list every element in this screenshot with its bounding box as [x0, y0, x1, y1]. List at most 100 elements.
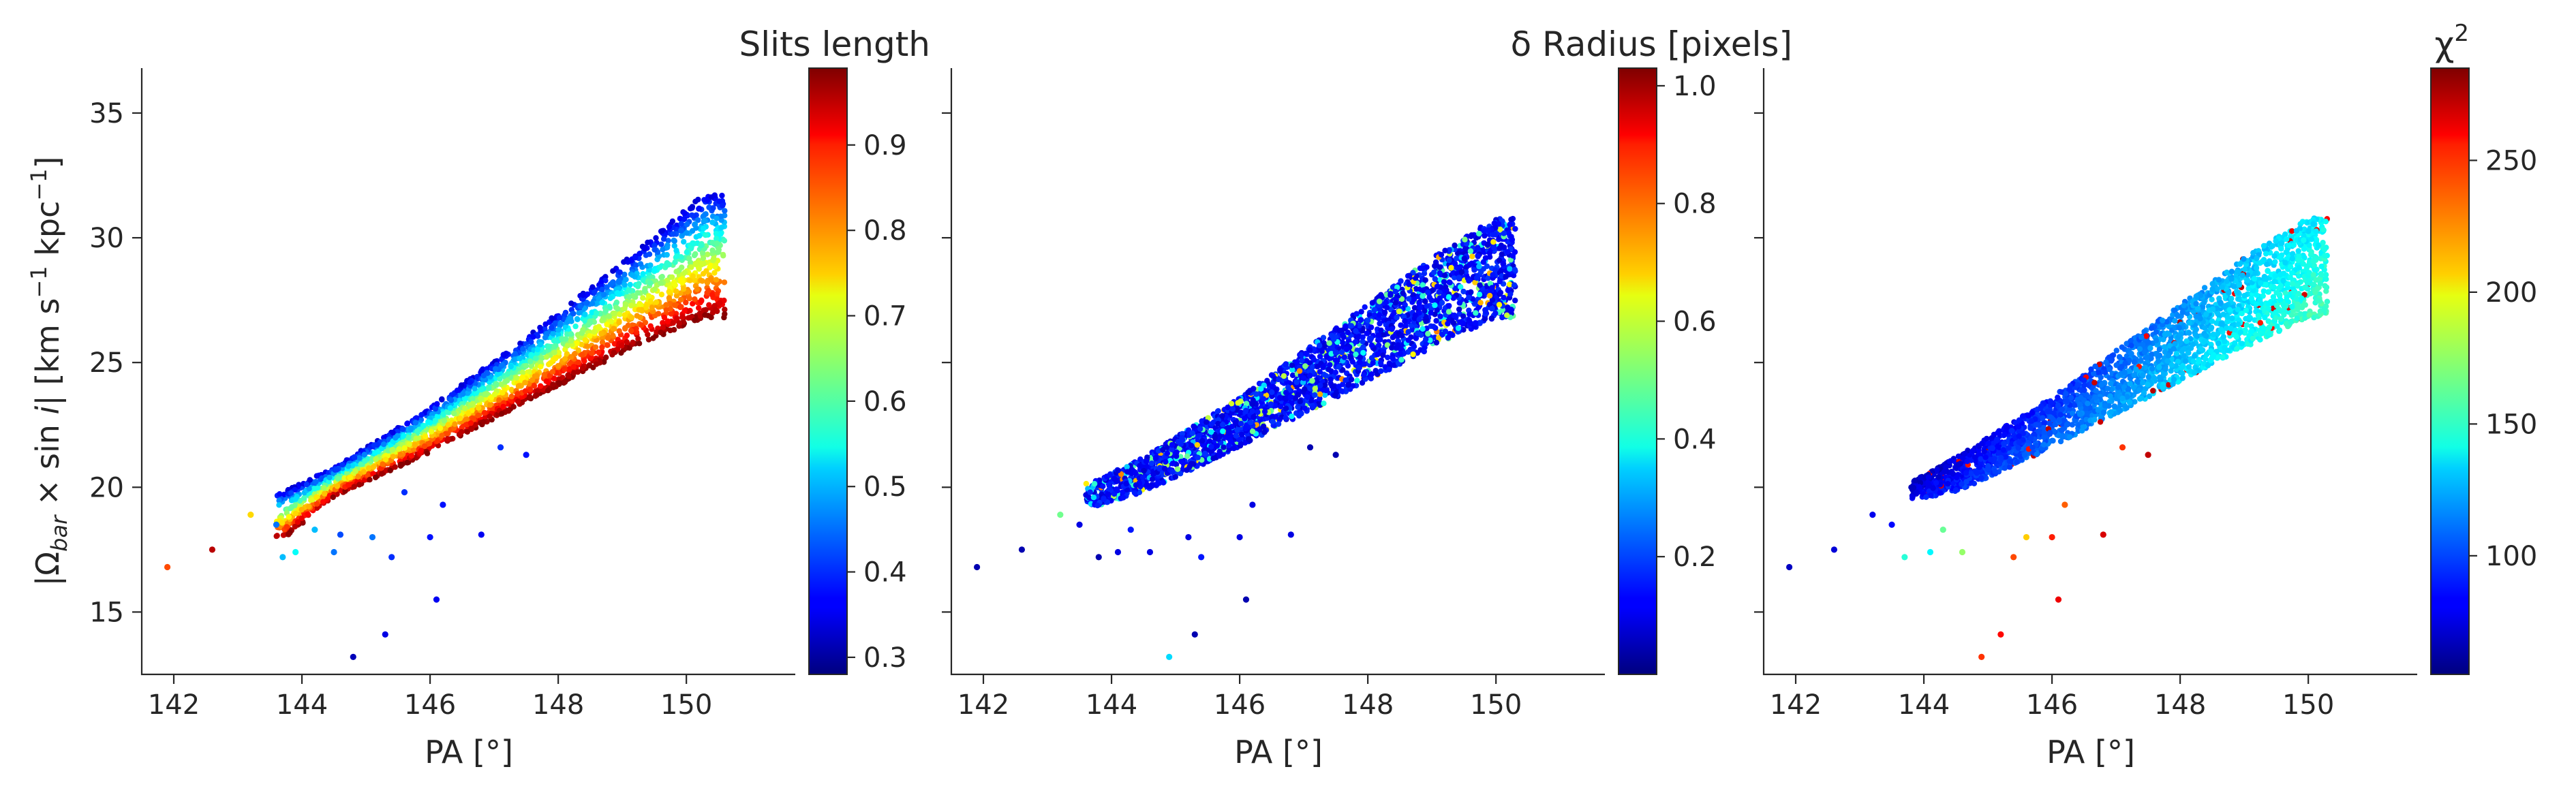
panel-1-point: [641, 287, 648, 294]
panel-1-outlier-point: [497, 444, 504, 451]
panel-1-point: [622, 281, 628, 288]
panel-1-point: [412, 420, 419, 426]
panel-1-point: [664, 318, 671, 324]
panel-1-point: [688, 264, 694, 270]
panel-2-point: [1448, 265, 1454, 271]
panel-1-point: [550, 330, 556, 337]
panel-1-point: [372, 474, 379, 481]
panel-1-point: [709, 247, 716, 253]
panel-1-y-tick-label: 30: [89, 223, 124, 254]
panel-2: 142 144 146 148 150 PA [°] 0.20.40.60.81.0 δ…: [942, 25, 1792, 770]
panel-2-point: [1437, 264, 1443, 270]
panel-1-outlier-point: [427, 533, 433, 541]
panel-1-point: [418, 411, 425, 418]
panel-1-point: [497, 381, 504, 388]
panel-1-point: [615, 279, 622, 285]
panel-1-point: [607, 295, 613, 301]
panel-2-point: [1392, 288, 1398, 295]
panel-1-point: [276, 502, 282, 508]
panel-1-point: [396, 446, 402, 452]
panel-2-point: [1325, 366, 1332, 373]
panel-1-point: [372, 450, 378, 456]
panel-2-point: [1362, 304, 1368, 310]
panel-1-point: [380, 441, 387, 448]
panel-2-point: [1131, 490, 1138, 496]
panel-1-point: [629, 272, 636, 279]
panel-1-point: [301, 495, 307, 501]
panel-1-point: [549, 369, 555, 375]
panel-2-point: [1368, 375, 1375, 381]
panel-1-point: [635, 336, 641, 342]
panel-1-point: [289, 503, 295, 510]
panel-1-point: [669, 274, 675, 281]
panel-1-point: [345, 482, 352, 488]
panel-1-point: [314, 501, 320, 507]
panel-2-point: [1437, 270, 1443, 277]
panel-2-point: [1406, 296, 1412, 302]
panel-1-point: [699, 250, 706, 256]
panel-1-point: [292, 510, 298, 516]
panel-1-point: [676, 320, 682, 326]
panel-1-point: [654, 329, 660, 335]
panel-2-point: [1512, 297, 1518, 304]
panel-2-point: [1083, 480, 1090, 487]
panel-1-point: [640, 295, 646, 301]
panel-1-point: [478, 395, 484, 402]
panel-1-point: [629, 322, 636, 328]
panel-2-point: [1450, 295, 1456, 301]
panel-1-outlier-point: [273, 521, 280, 528]
panel-1-point: [582, 337, 588, 343]
panel-1-point: [616, 328, 622, 334]
panel-1-point: [589, 300, 596, 307]
panel-1-point: [387, 467, 393, 473]
panel-1-point: [713, 277, 720, 283]
panel-1-point: [710, 205, 716, 211]
panel-2-point: [1460, 313, 1467, 319]
panel-2-point: [1411, 304, 1418, 311]
panel-1-x-tick-label: 150: [660, 689, 712, 721]
panel-1-point: [383, 467, 390, 473]
panel-1-x-tick-label: 142: [148, 689, 200, 721]
panel-1-point: [538, 364, 544, 370]
panel-2-point: [1475, 245, 1481, 251]
panel-1-point: [334, 483, 340, 489]
panel-1-y-tick-label: 15: [89, 597, 124, 628]
panel-1-point: [473, 390, 479, 396]
panel-1-point: [606, 313, 612, 319]
panel-1-point: [491, 391, 498, 398]
panel-1-point: [677, 277, 684, 283]
panel-1-point: [611, 311, 617, 317]
panel-1-point: [281, 491, 287, 498]
panel-1-point: [508, 398, 515, 404]
panel-2-point: [1199, 437, 1206, 444]
panel-1-point: [703, 307, 709, 313]
panel-1-point: [523, 362, 530, 369]
panel-1-point: [666, 295, 673, 301]
panel-1-point: [638, 322, 645, 328]
panel-2-point: [1432, 263, 1438, 269]
panel-1-point: [658, 274, 664, 281]
panel-1-point: [527, 369, 533, 375]
panel-1-point: [645, 239, 651, 246]
panel-1-point: [645, 337, 652, 343]
panel-1-point: [405, 435, 412, 441]
panel-1-point: [592, 289, 598, 295]
panel-2-point: [1496, 302, 1503, 308]
panel-2-point: [1462, 245, 1469, 251]
panel-2-point: [1454, 255, 1460, 262]
panel-1-point: [584, 343, 591, 349]
panel-1-point: [367, 477, 373, 483]
panel-1-point: [702, 312, 708, 318]
panel-1-point: [711, 270, 718, 276]
panel-1-point: [582, 311, 588, 317]
panel-1-point: [463, 417, 469, 423]
panel-1-point: [510, 404, 517, 410]
panel-1-point: [528, 339, 534, 345]
panel-1-point: [584, 291, 591, 298]
panel-2-point: [1208, 429, 1214, 435]
panel-2-point: [1343, 323, 1349, 329]
panel-2-point: [1298, 411, 1304, 417]
panel-1-point: [568, 338, 574, 344]
panel-1-point: [478, 386, 485, 393]
panel-2-point: [1163, 458, 1169, 465]
